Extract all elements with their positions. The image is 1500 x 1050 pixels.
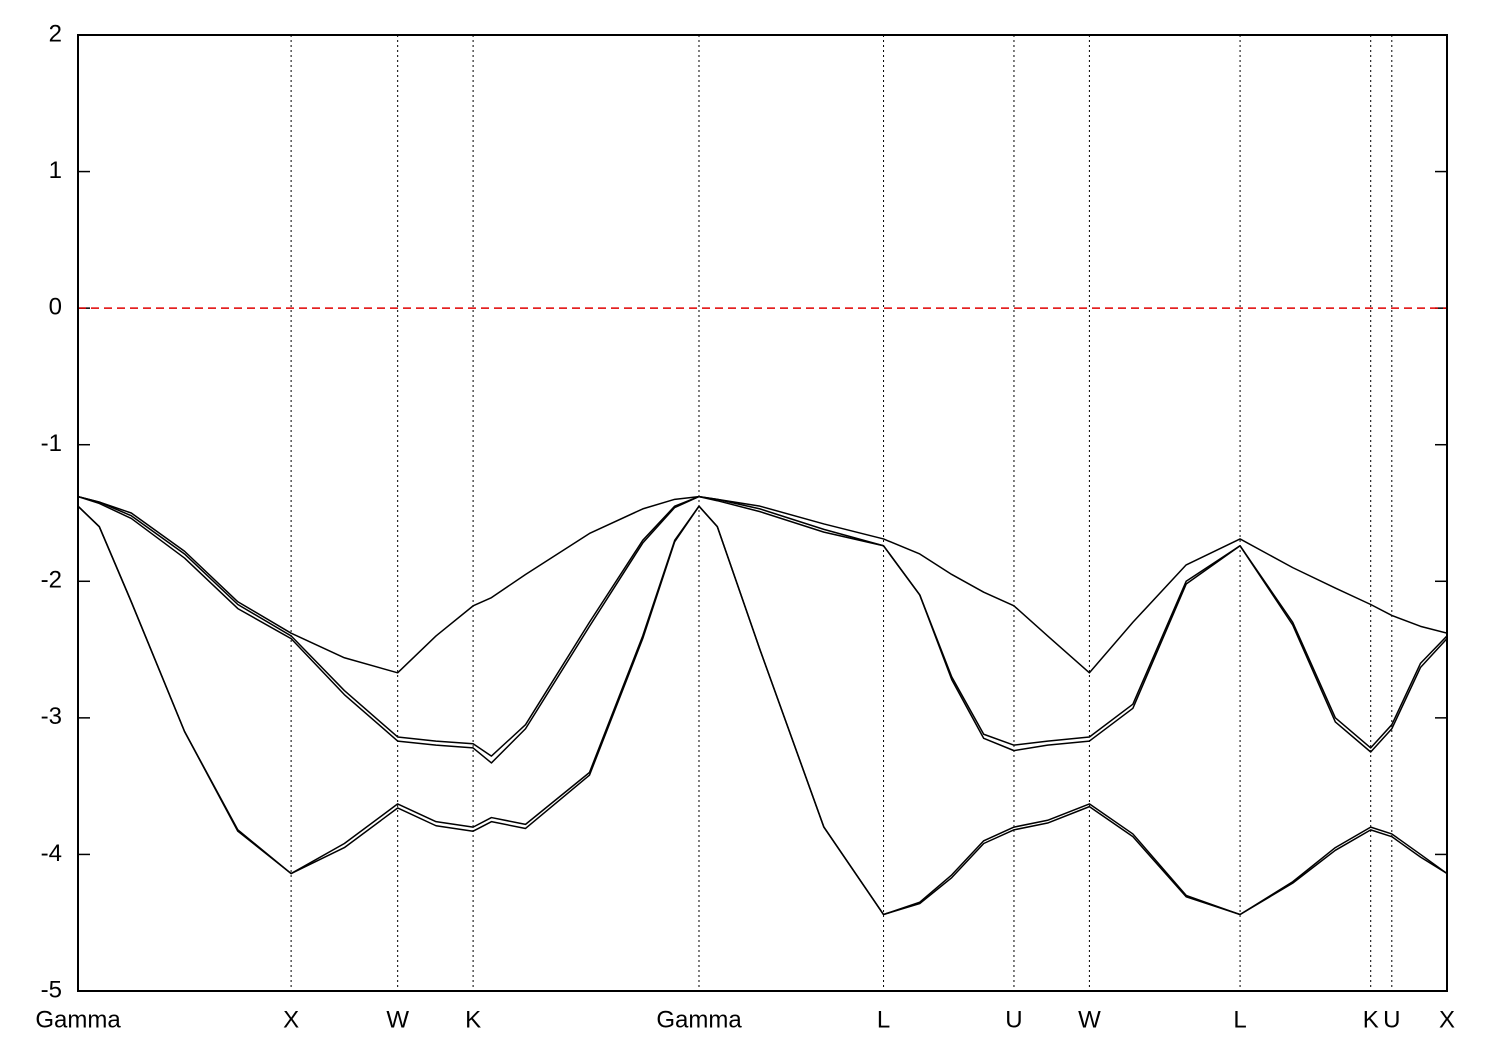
plot-lines [78, 495, 1447, 916]
x-tick-label: X [283, 1006, 299, 1033]
band-line [78, 505, 1447, 916]
y-tick-label: 1 [49, 157, 62, 184]
y-tick-label: -2 [41, 567, 62, 594]
x-tick-label: L [877, 1006, 890, 1033]
y-tick-label: -5 [41, 976, 62, 1003]
x-tick-label: X [1439, 1006, 1455, 1033]
band-line [78, 505, 1447, 916]
x-tick-label: Gamma [656, 1006, 742, 1033]
x-tick-label: Gamma [35, 1006, 121, 1033]
plot-frame [77, 34, 1448, 992]
band-line [78, 495, 1447, 674]
x-tick-label: K [465, 1006, 481, 1033]
y-tick-label: -3 [41, 703, 62, 730]
y-tick-label: 0 [49, 293, 62, 320]
x-tick-label: W [386, 1006, 409, 1033]
y-tick-label: 2 [49, 20, 62, 47]
band-line [78, 495, 1447, 764]
x-tick-label: L [1233, 1006, 1246, 1033]
y-tick-label: -4 [41, 840, 62, 867]
x-tick-label: U [1005, 1006, 1022, 1033]
x-tick-label: W [1078, 1006, 1101, 1033]
x-tick-label: U [1383, 1006, 1400, 1033]
x-tick-label: K [1363, 1006, 1379, 1033]
band-line [78, 495, 1447, 757]
y-tick-label: -1 [41, 430, 62, 457]
